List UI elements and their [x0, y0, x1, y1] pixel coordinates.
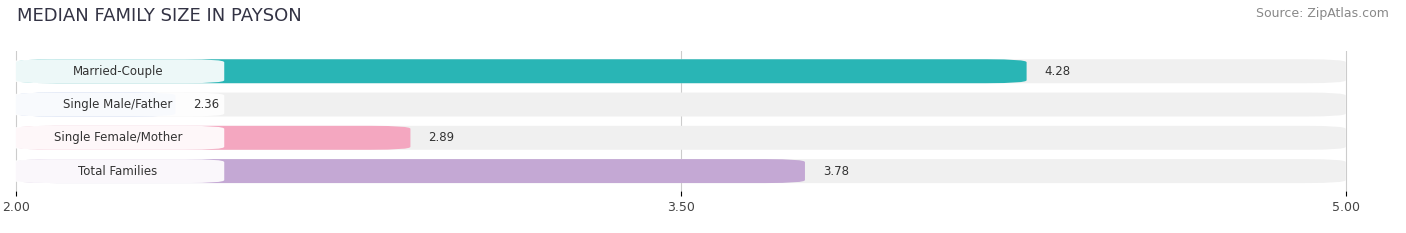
FancyBboxPatch shape	[15, 159, 806, 183]
FancyBboxPatch shape	[15, 59, 1026, 83]
FancyBboxPatch shape	[11, 93, 224, 116]
Text: Total Families: Total Families	[79, 164, 157, 178]
FancyBboxPatch shape	[11, 59, 224, 83]
Text: 2.36: 2.36	[193, 98, 219, 111]
FancyBboxPatch shape	[15, 59, 1346, 83]
FancyBboxPatch shape	[15, 126, 411, 150]
FancyBboxPatch shape	[15, 126, 1346, 150]
FancyBboxPatch shape	[11, 159, 224, 183]
Text: 4.28: 4.28	[1045, 65, 1070, 78]
Text: Source: ZipAtlas.com: Source: ZipAtlas.com	[1256, 7, 1389, 20]
FancyBboxPatch shape	[15, 159, 1346, 183]
Text: MEDIAN FAMILY SIZE IN PAYSON: MEDIAN FAMILY SIZE IN PAYSON	[17, 7, 302, 25]
Text: Single Female/Mother: Single Female/Mother	[53, 131, 183, 144]
Text: 3.78: 3.78	[823, 164, 849, 178]
FancyBboxPatch shape	[15, 93, 1346, 116]
FancyBboxPatch shape	[15, 93, 176, 116]
Text: Single Male/Father: Single Male/Father	[63, 98, 173, 111]
FancyBboxPatch shape	[11, 126, 224, 150]
Text: 2.89: 2.89	[429, 131, 454, 144]
Text: Married-Couple: Married-Couple	[73, 65, 163, 78]
